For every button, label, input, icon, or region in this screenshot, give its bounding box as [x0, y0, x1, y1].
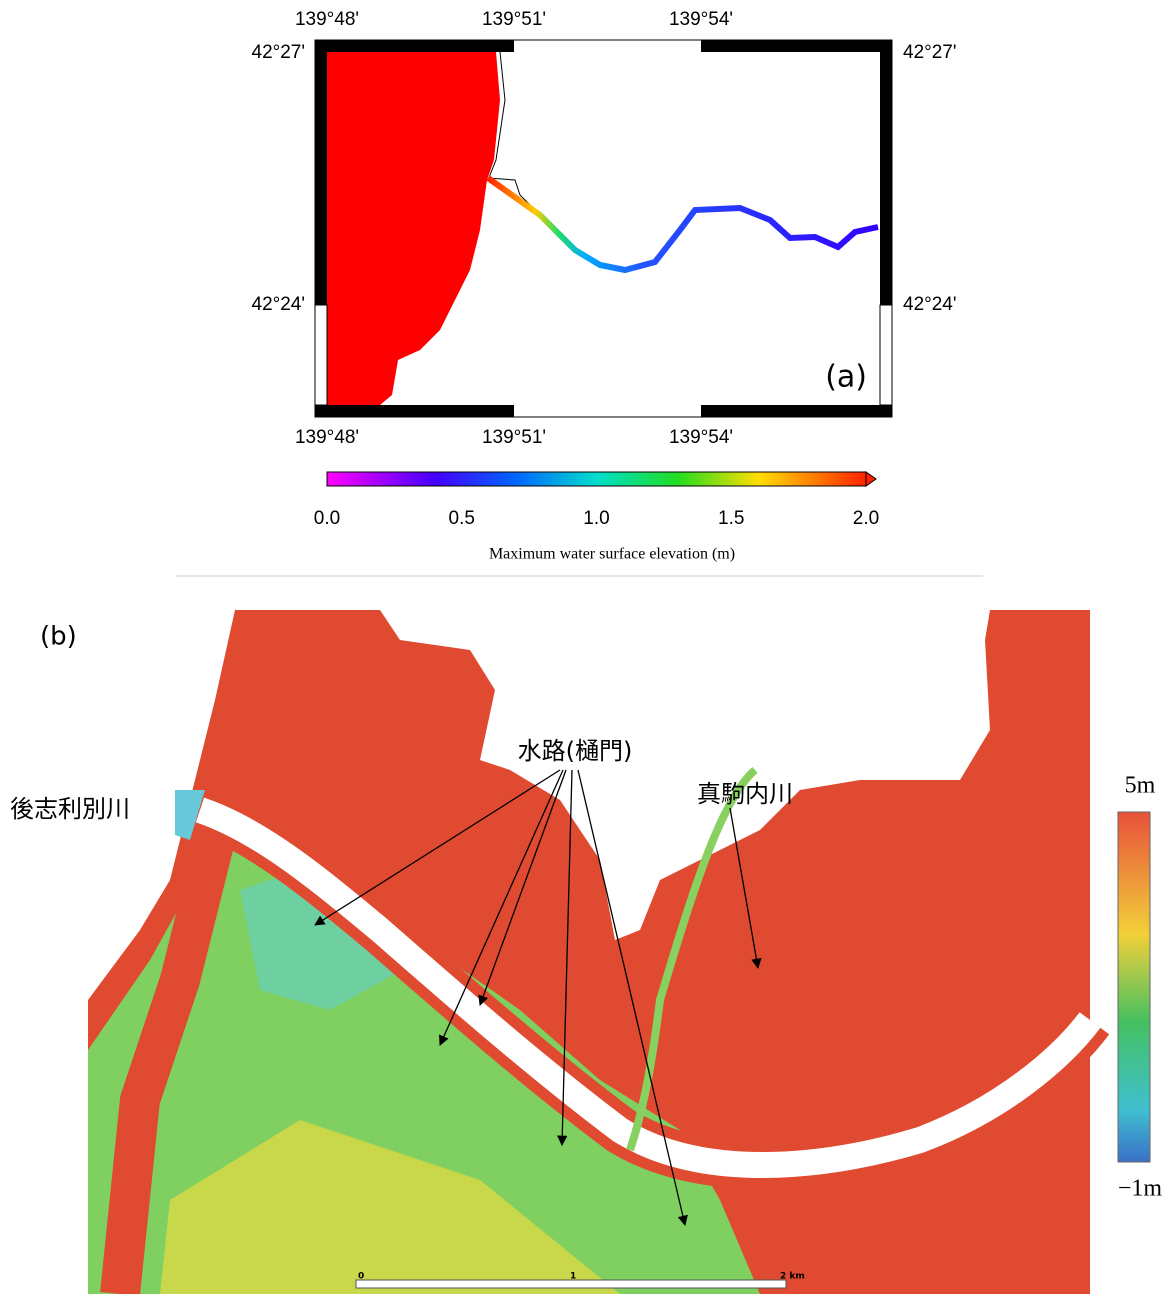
channel-label: 水路(樋門) — [518, 737, 633, 765]
panel-b: (b) 後志利別川 水路(樋門) 真駒内川 5m −1m 0 1 2 km — [10, 610, 1162, 1294]
frame-bar — [327, 405, 514, 417]
panel-label: (a) — [825, 360, 867, 395]
lon-label: 139°51' — [482, 9, 546, 30]
page: 139°48' 139°51' 139°54' 139°48' 139°51' … — [0, 0, 1171, 1294]
frame-bar — [701, 40, 880, 52]
scale-label: 0 — [358, 1272, 364, 1282]
lon-label: 139°48' — [295, 9, 359, 30]
lon-label: 139°54' — [669, 427, 733, 448]
panel-a: 139°48' 139°51' 139°54' 139°48' 139°51' … — [176, 9, 983, 576]
figure: 139°48' 139°51' 139°54' 139°48' 139°51' … — [0, 0, 1171, 1294]
colorbar-max: 5m — [1125, 773, 1156, 799]
frame-bar — [880, 305, 892, 405]
scale-label: 2 km — [780, 1272, 805, 1282]
colorbar-tick-label: 0.5 — [449, 508, 475, 529]
river-label: 後志利別川 — [10, 795, 130, 823]
colorbar-tick-label: 1.5 — [718, 508, 744, 529]
lat-label: 42°24' — [252, 294, 306, 315]
colorbar-min: −1m — [1118, 1176, 1163, 1202]
lat-label: 42°27' — [903, 42, 957, 63]
colorbar-tick-label: 1.0 — [583, 508, 609, 529]
colorbar-tick-label: 0.0 — [314, 508, 340, 529]
colorbar-arrow — [866, 472, 876, 486]
colorbar-tick-label: 2.0 — [853, 508, 879, 529]
frame-bar — [315, 305, 327, 405]
scale-label: 1 — [570, 1272, 576, 1282]
lat-label: 42°24' — [903, 294, 957, 315]
tributary-label: 真駒内川 — [697, 780, 793, 808]
panel-label: (b) — [40, 622, 77, 652]
lat-label: 42°27' — [252, 42, 306, 63]
frame-bar — [327, 40, 514, 52]
colorbar — [1118, 812, 1150, 1162]
colorbar-label: Maximum water surface elevation (m) — [489, 546, 735, 563]
colorbar — [327, 472, 866, 486]
lon-label: 139°54' — [669, 9, 733, 30]
lon-label: 139°51' — [482, 427, 546, 448]
lon-label: 139°48' — [295, 427, 359, 448]
frame-bar — [701, 405, 880, 417]
